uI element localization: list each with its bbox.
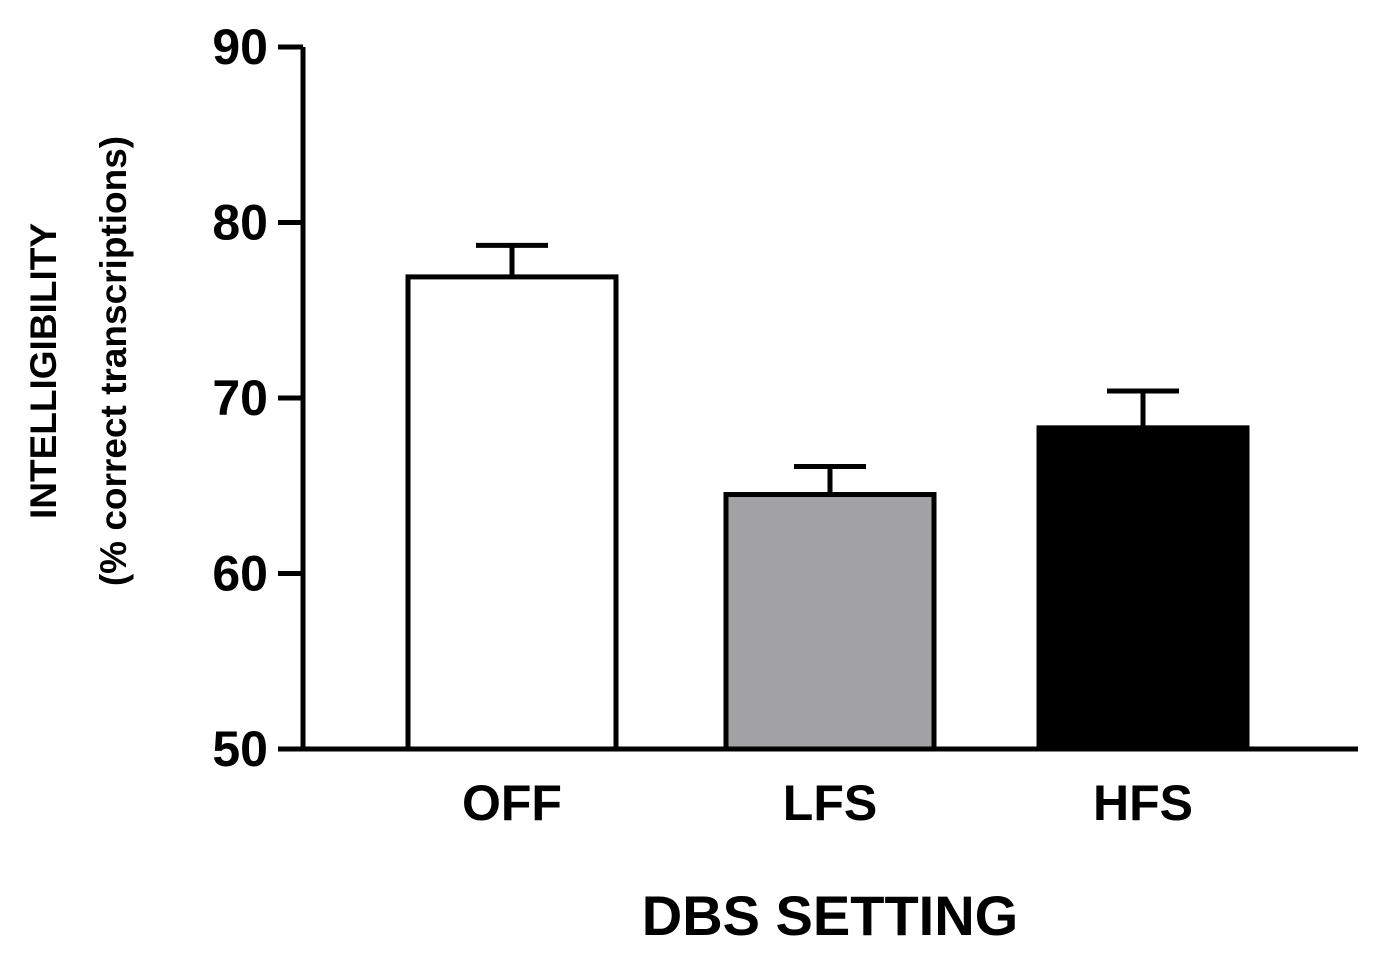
y-tick-label-50: 50: [212, 721, 268, 777]
bar-off: [405, 274, 619, 752]
error-bars-layer: [476, 242, 1179, 495]
y-tick-label-60: 60: [212, 546, 268, 602]
bars-layer: [405, 274, 1250, 752]
x-tick-label-lfs: LFS: [783, 775, 877, 831]
x-axis-title: DBS SETTING: [642, 884, 1018, 947]
y-axis-subtitle: (% correct transcriptions): [93, 136, 134, 586]
y-tick-label-90: 90: [212, 19, 268, 75]
bar-hfs: [1036, 425, 1250, 752]
x-tick-label-off: OFF: [462, 775, 562, 831]
y-ticks-layer: 50 60 70 80 90: [212, 19, 303, 777]
y-tick-label-80: 80: [212, 195, 268, 251]
y-axis-title: INTELLIGIBILITY: [23, 223, 64, 519]
x-tick-label-hfs: HFS: [1093, 775, 1193, 831]
bar-lfs: [723, 492, 937, 752]
y-tick-label-70: 70: [212, 370, 268, 426]
x-tick-labels-layer: OFF LFS HFS: [462, 775, 1193, 831]
